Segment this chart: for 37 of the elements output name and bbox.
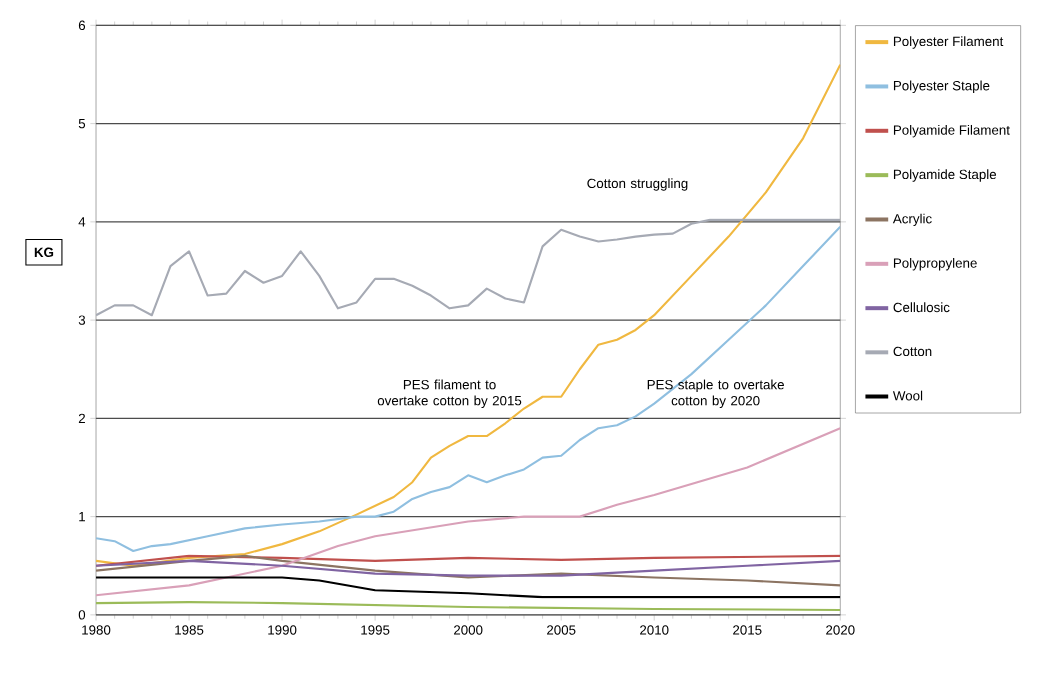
line-series	[96, 427, 841, 597]
legend-label: Acrylic	[892, 213, 932, 227]
y-tick-label: 4	[78, 217, 86, 227]
line-series	[96, 219, 841, 317]
y-axis-title: KG	[34, 247, 54, 258]
legend-label: Cotton	[893, 346, 932, 357]
x-tick-label: 2015	[733, 625, 762, 635]
x-tick-label: 1980	[82, 625, 111, 635]
x-tick-label: 2005	[547, 625, 576, 635]
legend-label: Polyester Staple	[893, 80, 990, 94]
line-series	[96, 559, 841, 577]
line-series	[96, 63, 841, 568]
y-tick-label: 2	[78, 413, 85, 424]
annotation: PES staple to overtake cotton by 2020	[647, 379, 784, 409]
line-series	[96, 555, 841, 587]
annotation: Cotton struggling	[587, 178, 688, 191]
y-tick-label: 5	[78, 119, 86, 129]
legend-label: Polypropylene	[893, 258, 977, 271]
legend-label: Cellulosic	[893, 302, 950, 313]
y-tick-label: 1	[79, 512, 85, 522]
x-tick-label: 1985	[175, 625, 204, 635]
x-tick-label: 1990	[268, 625, 297, 635]
line-series	[96, 555, 841, 568]
x-tick-label: 2010	[640, 625, 669, 635]
y-tick-label: 6	[78, 20, 86, 31]
x-tick-label: 2020	[826, 625, 855, 635]
x-tick-label: 1995	[361, 625, 390, 635]
annotation: PES filament to overtake cotton by 2015	[377, 379, 522, 409]
legend-label: Polyamide Staple	[893, 169, 997, 182]
y-tick-label: 0	[78, 610, 86, 620]
legend-label: Wool	[892, 390, 923, 401]
x-tick-label: 2000	[453, 625, 483, 635]
legend-label: Polyester Filament	[893, 36, 1004, 49]
line-series	[96, 601, 841, 612]
line-series	[96, 225, 841, 553]
legend-label: Polyamide Filament	[893, 125, 1010, 138]
y-tick-label: 3	[78, 315, 86, 326]
